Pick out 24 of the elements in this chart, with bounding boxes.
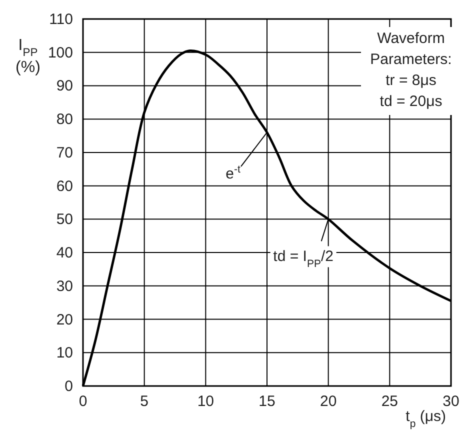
y-axis-title: I$_{PP}$ (%) (16, 37, 40, 76)
annotation: e$^{-t}$ (226, 163, 240, 182)
x-tick-label: 5 (140, 393, 149, 410)
x-tick-label: 15 (258, 393, 276, 410)
x-tick-label: 20 (320, 393, 337, 410)
x-tick-label: 10 (197, 393, 214, 410)
y-tick-label: 90 (56, 78, 73, 95)
y-tick-label: 10 (56, 344, 73, 362)
x-tick-label: 30 (442, 393, 460, 410)
y-tick-label: 50 (56, 211, 73, 228)
y-tick-label: 110 (49, 11, 73, 28)
annotation: Waveform Parameters: tr = 8μs td = 20μs (370, 30, 452, 110)
y-tick-label: 0 (64, 378, 73, 395)
y-tick-label: 40 (56, 244, 73, 262)
y-tick-label: 70 (56, 144, 73, 162)
y-tick-label: 30 (56, 278, 73, 295)
y-tick-label: 100 (48, 44, 73, 62)
x-axis-title: t$_{p}$ (μs) (406, 408, 446, 430)
y-tick-label: 20 (56, 311, 73, 328)
y-tick-label: 80 (56, 111, 73, 128)
x-tick-label: 0 (78, 393, 88, 410)
x-tick-label: 25 (381, 393, 398, 410)
annotation: td = I$_{PP}$/2 (273, 248, 334, 270)
y-tick-label: 60 (56, 178, 73, 195)
